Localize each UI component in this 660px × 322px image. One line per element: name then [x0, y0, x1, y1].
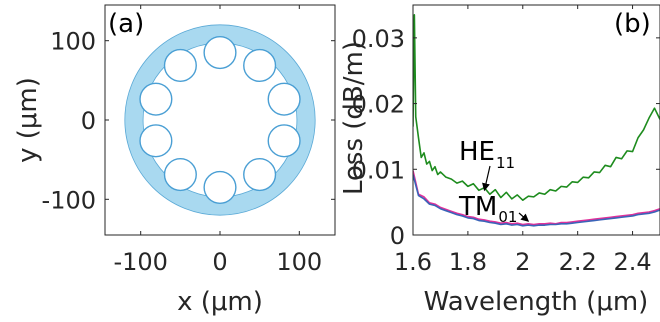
- capillary-tube: [203, 36, 237, 70]
- capillary-tube: [267, 82, 301, 116]
- annotation-tm01-main: TM: [458, 192, 497, 222]
- x-tick-label: 0: [212, 248, 227, 276]
- y-tick-label: 100: [50, 28, 96, 56]
- panel-a-axes: -100 0 100 100 0 -100: [42, 5, 335, 276]
- panel-b: 1.6 1.8 2 2.2 2.4 0 0.01 0.02 0.03 (b) Wavelengt…: [339, 4, 660, 317]
- panel-b-ylabel: Loss (dB/m): [339, 41, 369, 195]
- x-tick-label: -100: [113, 248, 167, 276]
- panel-a-ylabel: y (μm): [13, 77, 43, 163]
- x-tick-label: 1.8: [449, 248, 487, 276]
- capillary-tube: [243, 157, 277, 192]
- panel-b-plot-area: [413, 14, 660, 227]
- capillary-tube: [163, 48, 197, 83]
- y-tick-label: 0.02: [352, 91, 405, 119]
- x-tick-label: 2: [515, 248, 530, 276]
- x-tick-label: 1.6: [394, 248, 432, 276]
- panel-b-xlabel: Wavelength (μm): [424, 287, 649, 317]
- panel-b-label: (b): [614, 9, 651, 39]
- capillary-tube: [243, 48, 277, 83]
- loss-series: [413, 14, 660, 227]
- annotation-tm01-text: TM01: [458, 192, 517, 226]
- series-line-tm01: [413, 170, 660, 226]
- x-tick-label: 100: [276, 248, 322, 276]
- capillary-tube: [163, 157, 197, 192]
- annotation-tm01: TM01: [458, 192, 530, 226]
- y-tick-label: -100: [42, 186, 96, 214]
- panel-a-plot-area: [124, 24, 316, 216]
- series-line-he11: [413, 14, 660, 201]
- series-line-te01: [413, 174, 660, 227]
- fiber-cross-section: [124, 24, 316, 216]
- capillary-tube: [267, 124, 301, 158]
- y-tick-label: 0.01: [352, 156, 405, 184]
- capillary-tube: [139, 124, 173, 158]
- x-tick-label: 2.2: [559, 248, 597, 276]
- panel-b-axes: 1.6 1.8 2 2.2 2.4 0 0.01 0.02 0.03: [352, 5, 660, 276]
- y-tick-label: 0.03: [352, 25, 405, 53]
- panel-a-label: (a): [108, 9, 144, 39]
- panel-a: -100 0 100 100 0 -100 (a) x (μm) y (μm): [13, 4, 336, 317]
- annotation-he11-sub: 11: [496, 154, 515, 172]
- annotation-he11-main: HE: [459, 137, 495, 167]
- panel-a-xlabel: x (μm): [177, 287, 263, 317]
- annotation-tm01-sub: 01: [498, 208, 517, 226]
- annotation-he11-text: HE11: [459, 137, 515, 172]
- annotation-he11: HE11: [459, 137, 515, 192]
- capillary-tube: [139, 82, 173, 116]
- annotation-tm01-arrow: [518, 212, 530, 222]
- x-tick-label: 2.4: [613, 248, 651, 276]
- annotation-he11-arrow: [482, 165, 491, 192]
- y-tick-label: 0: [81, 107, 96, 135]
- y-tick-label: 0: [390, 222, 405, 250]
- capillary-tube: [203, 170, 237, 204]
- panel-b-axes-box: [412, 4, 660, 236]
